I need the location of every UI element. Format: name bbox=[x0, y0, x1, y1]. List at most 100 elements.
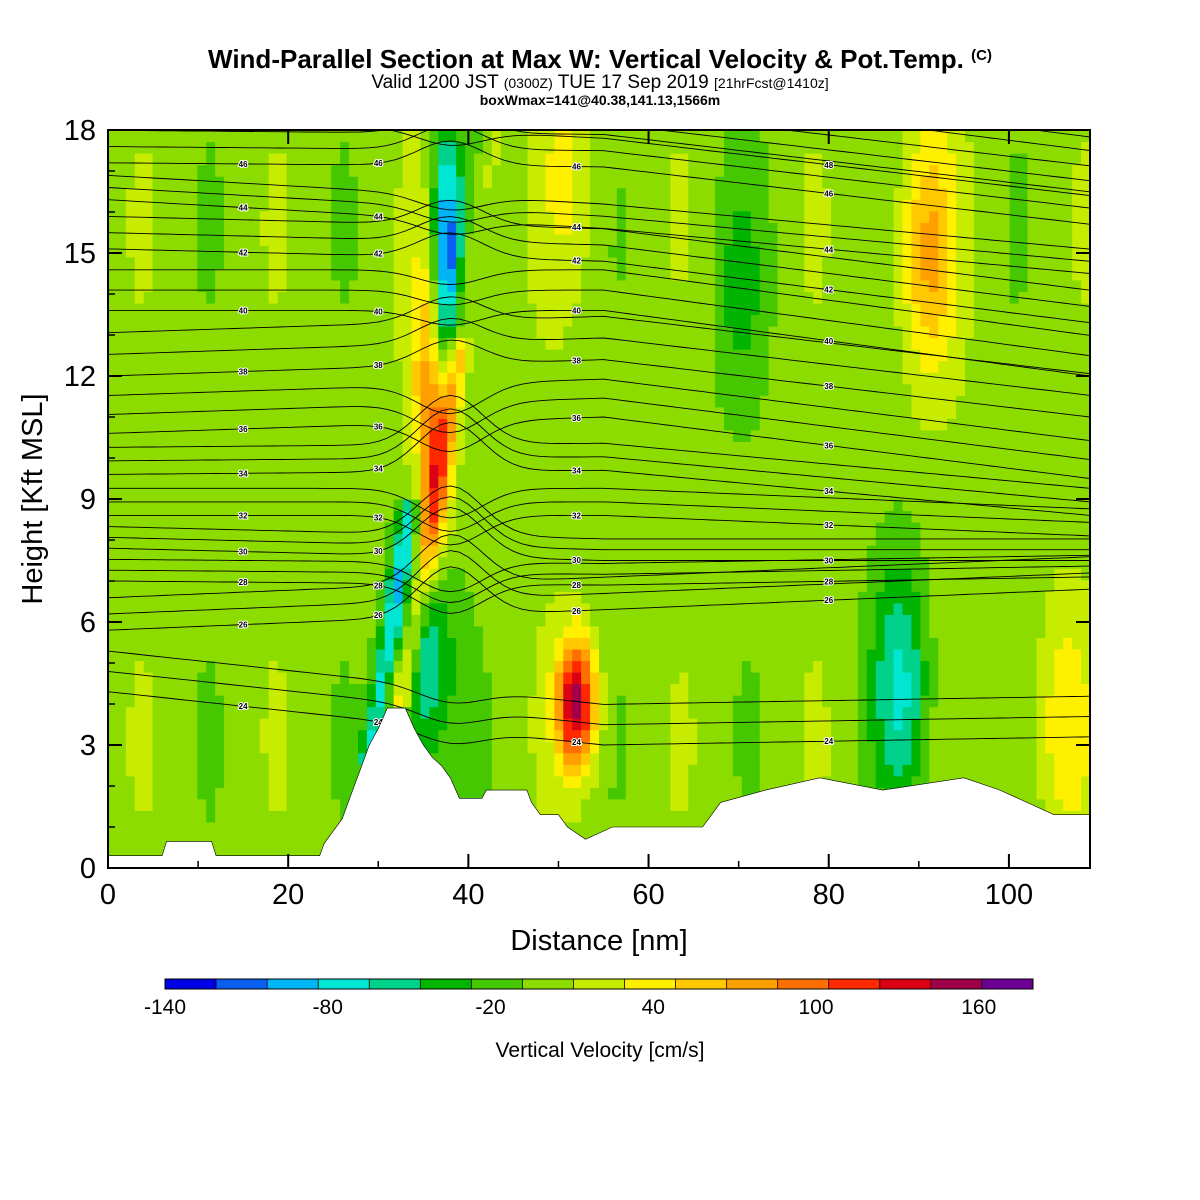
velocity-cell bbox=[215, 510, 225, 523]
velocity-cell bbox=[108, 487, 118, 500]
velocity-cell bbox=[411, 141, 422, 154]
velocity-cell bbox=[545, 164, 555, 177]
velocity-cell bbox=[313, 210, 323, 223]
velocity-cell bbox=[652, 141, 663, 154]
velocity-cell bbox=[625, 141, 636, 154]
velocity-cell bbox=[349, 199, 359, 212]
velocity-cell bbox=[607, 314, 618, 327]
velocity-cell bbox=[652, 441, 663, 454]
velocity-cell bbox=[197, 568, 207, 581]
velocity-cell bbox=[768, 579, 779, 592]
velocity-cell bbox=[527, 360, 538, 373]
velocity-cell bbox=[465, 752, 475, 765]
velocity-cell bbox=[286, 141, 297, 154]
velocity-cell bbox=[170, 718, 181, 731]
velocity-cell bbox=[134, 775, 145, 788]
velocity-cell bbox=[474, 752, 484, 765]
velocity-cell bbox=[420, 522, 430, 535]
velocity-cell bbox=[661, 683, 672, 696]
velocity-cell bbox=[634, 360, 645, 373]
velocity-cell bbox=[500, 752, 511, 765]
velocity-cell bbox=[616, 545, 627, 558]
velocity-cell bbox=[545, 153, 555, 166]
velocity-cell bbox=[393, 625, 404, 638]
velocity-cell bbox=[732, 568, 743, 581]
velocity-cell bbox=[715, 706, 725, 719]
velocity-cell bbox=[357, 210, 368, 223]
velocity-cell bbox=[518, 452, 529, 466]
velocity-cell bbox=[634, 337, 645, 350]
velocity-cell bbox=[250, 199, 261, 212]
velocity-cell bbox=[143, 199, 154, 212]
velocity-cell bbox=[304, 683, 314, 696]
velocity-cell bbox=[384, 199, 395, 212]
velocity-cell bbox=[670, 533, 680, 546]
velocity-cell bbox=[108, 279, 118, 293]
velocity-cell bbox=[759, 176, 770, 189]
velocity-cell bbox=[384, 452, 395, 466]
velocity-cell bbox=[197, 360, 207, 373]
velocity-cell bbox=[384, 637, 395, 650]
velocity-cell bbox=[741, 475, 752, 489]
velocity-cell bbox=[759, 337, 770, 350]
velocity-cell bbox=[456, 475, 466, 489]
velocity-cell bbox=[661, 326, 672, 339]
velocity-cell bbox=[108, 602, 118, 615]
velocity-cell bbox=[438, 522, 448, 535]
velocity-cell bbox=[340, 176, 350, 189]
velocity-cell bbox=[545, 637, 555, 650]
velocity-cell bbox=[366, 164, 377, 177]
velocity-cell bbox=[411, 268, 422, 281]
velocity-cell bbox=[572, 787, 582, 800]
velocity-cell bbox=[545, 187, 555, 200]
velocity-cell bbox=[438, 533, 448, 546]
velocity-cell bbox=[438, 187, 448, 200]
velocity-cell bbox=[215, 499, 225, 512]
velocity-cell bbox=[563, 395, 573, 408]
velocity-cell bbox=[634, 810, 645, 823]
velocity-cell bbox=[590, 660, 600, 673]
velocity-cell bbox=[411, 568, 422, 581]
velocity-cell bbox=[411, 648, 422, 662]
velocity-cell bbox=[206, 614, 216, 627]
velocity-cell bbox=[402, 510, 413, 523]
velocity-cell bbox=[509, 210, 520, 223]
velocity-cell bbox=[206, 579, 216, 592]
velocity-cell bbox=[393, 153, 404, 166]
velocity-cell bbox=[670, 302, 680, 316]
velocity-cell bbox=[125, 833, 136, 846]
velocity-cell bbox=[420, 383, 430, 396]
velocity-cell bbox=[741, 372, 752, 385]
velocity-cell bbox=[741, 775, 752, 788]
velocity-cell bbox=[509, 499, 520, 512]
velocity-cell bbox=[715, 314, 725, 327]
velocity-cell bbox=[366, 268, 377, 281]
velocity-cell bbox=[679, 579, 689, 592]
velocity-cell bbox=[411, 245, 422, 258]
velocity-cell bbox=[688, 695, 698, 708]
velocity-cell bbox=[357, 452, 368, 466]
velocity-cell bbox=[465, 291, 475, 304]
velocity-cell bbox=[161, 556, 172, 569]
velocity-cell bbox=[536, 383, 547, 396]
velocity-cell bbox=[732, 464, 743, 477]
velocity-cell bbox=[491, 752, 502, 765]
velocity-cell bbox=[331, 499, 341, 512]
velocity-cell bbox=[581, 418, 591, 431]
velocity-cell bbox=[375, 660, 386, 673]
velocity-cell bbox=[643, 660, 654, 673]
velocity-cell bbox=[536, 187, 547, 200]
velocity-cell bbox=[723, 602, 734, 615]
velocity-cell bbox=[125, 764, 136, 777]
velocity-cell bbox=[616, 464, 627, 477]
velocity-cell bbox=[241, 199, 252, 212]
velocity-cell bbox=[250, 775, 261, 788]
velocity-cell bbox=[241, 302, 252, 316]
velocity-cell bbox=[723, 545, 734, 558]
velocity-cell bbox=[670, 683, 680, 696]
velocity-cell bbox=[331, 302, 341, 316]
velocity-cell bbox=[197, 752, 207, 765]
velocity-cell bbox=[607, 130, 618, 143]
velocity-cell bbox=[224, 487, 234, 500]
velocity-cell bbox=[581, 441, 591, 454]
